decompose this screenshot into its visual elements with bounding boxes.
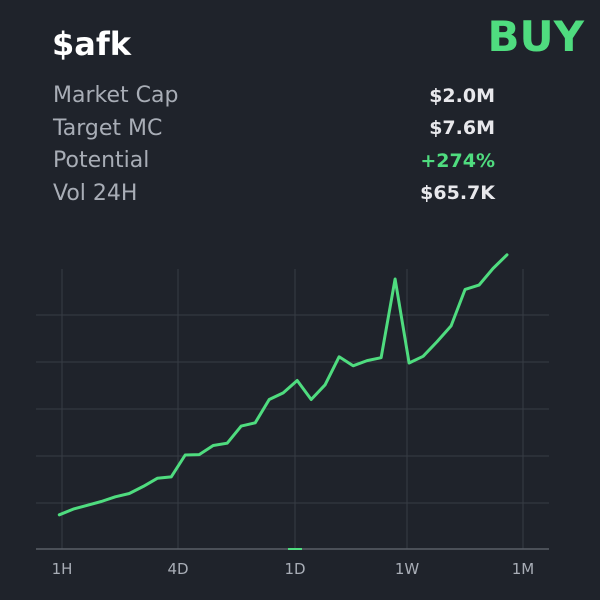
stats-panel: Market Cap $2.0M Target MC $7.6M Potenti… [53,80,495,210]
stat-value: $2.0M [429,84,495,107]
stat-label: Vol 24H [53,180,138,206]
price-line [57,253,509,517]
timeframe-selector[interactable]: 1H 4D 1D 1W 1M [52,560,535,578]
stat-row-vol-24h: Vol 24H $65.7K [53,178,495,211]
timeframe-1h[interactable]: 1H [52,560,73,578]
timeframe-1d[interactable]: 1D [284,560,305,578]
stat-label: Market Cap [53,83,179,109]
signal-badge: BUY [487,12,584,61]
token-ticker: $afk [52,25,132,63]
timeframe-4d[interactable]: 4D [167,560,188,578]
stat-value: $65.7K [420,182,495,205]
timeframe-1w[interactable]: 1W [395,560,420,578]
stat-label: Potential [53,148,150,174]
chart-grid [36,269,549,549]
selected-timeframe-indicator [288,548,302,550]
timeframe-1m[interactable]: 1M [512,560,535,578]
stat-value: $7.6M [429,117,495,140]
stat-row-target-mc: Target MC $7.6M [53,113,495,146]
stat-label: Target MC [53,115,163,141]
stat-value: +274% [420,149,495,172]
stat-row-market-cap: Market Cap $2.0M [53,80,495,113]
stat-row-potential: Potential +274% [53,145,495,178]
